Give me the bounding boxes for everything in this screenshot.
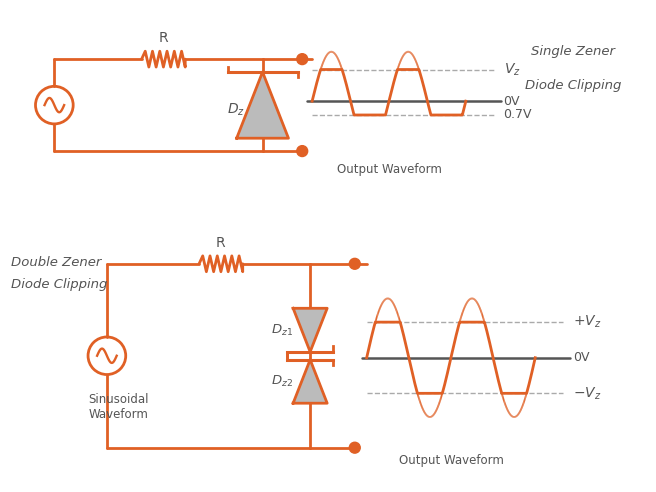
Text: 0V: 0V (573, 351, 589, 364)
Text: $+V_z$: $+V_z$ (573, 314, 602, 330)
Circle shape (349, 442, 360, 453)
Text: Output Waveform: Output Waveform (398, 454, 503, 466)
Text: R: R (159, 31, 168, 45)
Text: Double Zener: Double Zener (10, 256, 101, 269)
Polygon shape (237, 72, 289, 138)
Text: Diode Clipping: Diode Clipping (10, 278, 107, 291)
Text: $D_{z1}$: $D_{z1}$ (272, 322, 293, 338)
Text: $D_z$: $D_z$ (227, 102, 245, 118)
Polygon shape (293, 360, 327, 403)
Text: 0V: 0V (504, 94, 520, 108)
Text: $-V_z$: $-V_z$ (573, 385, 602, 401)
Text: 0.7V: 0.7V (504, 109, 532, 122)
Text: $D_{z2}$: $D_{z2}$ (272, 374, 293, 389)
Text: R: R (216, 236, 226, 250)
Circle shape (297, 54, 308, 64)
Circle shape (349, 258, 360, 269)
Circle shape (297, 146, 308, 156)
Text: Single Zener: Single Zener (531, 45, 615, 58)
Text: Diode Clipping: Diode Clipping (525, 79, 621, 92)
Text: Output Waveform: Output Waveform (337, 163, 441, 176)
Text: Sinusoidal
Waveform: Sinusoidal Waveform (89, 393, 149, 421)
Polygon shape (293, 308, 327, 352)
Text: $V_z$: $V_z$ (504, 62, 520, 78)
